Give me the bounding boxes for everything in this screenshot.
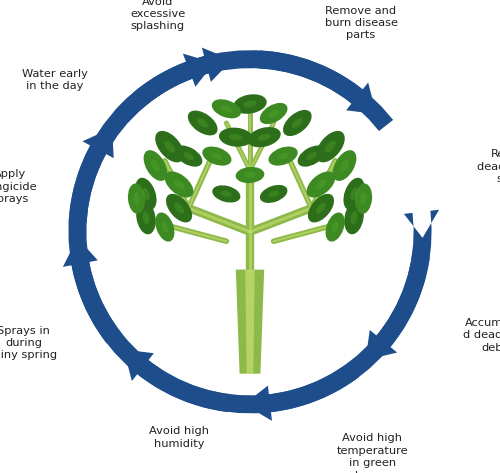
Polygon shape xyxy=(68,50,439,413)
Ellipse shape xyxy=(340,160,349,171)
Ellipse shape xyxy=(350,188,358,200)
Ellipse shape xyxy=(230,134,242,140)
Ellipse shape xyxy=(333,150,356,181)
Ellipse shape xyxy=(248,127,280,147)
Ellipse shape xyxy=(202,147,232,166)
Ellipse shape xyxy=(212,185,240,202)
Ellipse shape xyxy=(221,105,232,112)
Ellipse shape xyxy=(316,180,326,189)
Ellipse shape xyxy=(174,146,203,166)
Ellipse shape xyxy=(344,178,364,210)
Ellipse shape xyxy=(236,167,264,183)
Ellipse shape xyxy=(355,184,372,214)
Text: Accumulate
d dead plant
debris: Accumulate d dead plant debris xyxy=(462,318,500,353)
Ellipse shape xyxy=(134,193,140,204)
Ellipse shape xyxy=(162,221,168,233)
Ellipse shape xyxy=(268,110,279,117)
Ellipse shape xyxy=(316,203,326,213)
Ellipse shape xyxy=(350,211,358,224)
Ellipse shape xyxy=(212,99,241,118)
Ellipse shape xyxy=(156,212,174,242)
Ellipse shape xyxy=(326,212,344,242)
Ellipse shape xyxy=(325,140,336,153)
Ellipse shape xyxy=(260,103,287,124)
Text: Avoid high
humidity: Avoid high humidity xyxy=(149,426,209,449)
Ellipse shape xyxy=(188,111,218,135)
Ellipse shape xyxy=(136,178,156,210)
Polygon shape xyxy=(63,238,121,343)
Ellipse shape xyxy=(183,152,194,160)
Polygon shape xyxy=(244,362,360,421)
Polygon shape xyxy=(236,270,264,374)
Polygon shape xyxy=(258,51,376,114)
Ellipse shape xyxy=(292,118,302,128)
Ellipse shape xyxy=(244,172,256,178)
Polygon shape xyxy=(115,53,214,122)
Ellipse shape xyxy=(308,194,334,222)
Ellipse shape xyxy=(197,118,208,128)
Ellipse shape xyxy=(174,203,184,213)
Polygon shape xyxy=(68,128,114,223)
Ellipse shape xyxy=(344,201,364,234)
Text: Remove
dead leaves,
stems: Remove dead leaves, stems xyxy=(478,149,500,184)
Ellipse shape xyxy=(151,160,160,171)
Ellipse shape xyxy=(306,152,317,160)
Ellipse shape xyxy=(268,191,279,197)
Text: Avoid high
temperature
in green
house: Avoid high temperature in green house xyxy=(336,433,408,473)
Ellipse shape xyxy=(316,131,345,162)
Polygon shape xyxy=(246,270,254,374)
Ellipse shape xyxy=(244,101,256,107)
Ellipse shape xyxy=(221,191,232,197)
Ellipse shape xyxy=(136,201,156,234)
Ellipse shape xyxy=(164,171,194,198)
Ellipse shape xyxy=(142,211,150,224)
Ellipse shape xyxy=(128,184,145,214)
Ellipse shape xyxy=(360,193,366,204)
Ellipse shape xyxy=(219,128,252,147)
Text: Sprays in
during
rainy spring: Sprays in during rainy spring xyxy=(0,325,58,360)
Text: Avoid
excessive
splashing: Avoid excessive splashing xyxy=(130,0,185,32)
Ellipse shape xyxy=(306,171,336,198)
Ellipse shape xyxy=(166,194,192,222)
Text: Water early
in the day: Water early in the day xyxy=(22,69,88,91)
Ellipse shape xyxy=(332,221,338,233)
Polygon shape xyxy=(366,254,430,360)
Ellipse shape xyxy=(283,110,312,136)
Ellipse shape xyxy=(260,185,287,203)
Ellipse shape xyxy=(155,131,184,162)
Ellipse shape xyxy=(258,133,270,141)
Ellipse shape xyxy=(268,147,298,166)
Ellipse shape xyxy=(164,140,175,153)
Text: Apply
Fungicide
sprays: Apply Fungicide sprays xyxy=(0,169,37,204)
Ellipse shape xyxy=(144,150,167,181)
Polygon shape xyxy=(133,48,232,106)
Ellipse shape xyxy=(174,180,184,189)
Text: Remove and
burn disease
parts: Remove and burn disease parts xyxy=(324,6,398,40)
Polygon shape xyxy=(124,350,230,412)
Ellipse shape xyxy=(142,188,150,200)
Ellipse shape xyxy=(298,146,326,166)
Ellipse shape xyxy=(212,153,222,159)
Ellipse shape xyxy=(234,94,266,114)
Ellipse shape xyxy=(278,153,288,159)
